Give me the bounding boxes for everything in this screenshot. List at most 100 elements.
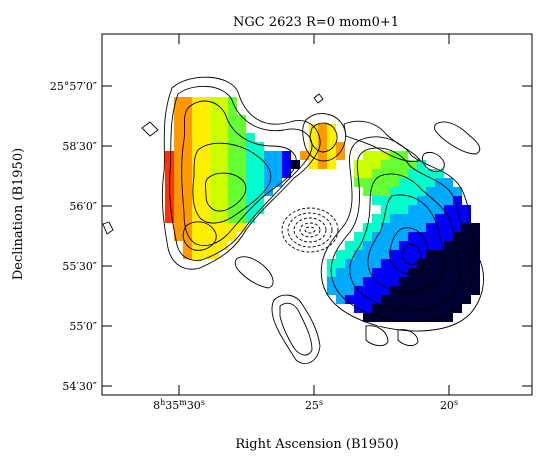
- velocity-pixel: [354, 241, 363, 250]
- velocity-pixel: [345, 241, 354, 250]
- velocity-pixel: [426, 268, 435, 277]
- velocity-pixel: [444, 259, 453, 268]
- velocity-pixel: [426, 178, 435, 187]
- velocity-pixel: [462, 268, 471, 277]
- velocity-pixel: [219, 232, 228, 241]
- velocity-pixel: [174, 232, 183, 241]
- velocity-pixel: [444, 196, 453, 205]
- velocity-pixel: [336, 142, 345, 151]
- velocity-pixel: [381, 232, 390, 241]
- velocity-pixel: [417, 160, 426, 169]
- velocity-pixel: [399, 313, 408, 322]
- velocity-pixel: [237, 133, 246, 142]
- contour-sw-2: [330, 147, 473, 323]
- velocity-pixel: [201, 196, 210, 205]
- velocity-pixel: [453, 187, 462, 196]
- velocity-pixel: [219, 142, 228, 151]
- velocity-pixel: [453, 259, 462, 268]
- velocity-pixel: [228, 169, 237, 178]
- velocity-pixel: [210, 205, 219, 214]
- velocity-pixel: [381, 286, 390, 295]
- y-tick-label: 58′30″: [62, 140, 97, 153]
- velocity-pixel: [444, 250, 453, 259]
- velocity-pixel: [354, 268, 363, 277]
- velocity-pixel: [462, 232, 471, 241]
- velocity-pixel: [336, 250, 345, 259]
- velocity-pixel: [174, 205, 183, 214]
- velocity-pixel: [255, 169, 264, 178]
- velocity-pixel: [345, 286, 354, 295]
- velocity-pixel: [183, 124, 192, 133]
- velocity-pixel: [183, 223, 192, 232]
- velocity-pixel: [390, 196, 399, 205]
- velocity-pixel: [363, 277, 372, 286]
- velocity-pixel: [435, 277, 444, 286]
- velocity-pixel: [417, 268, 426, 277]
- velocity-pixel: [165, 196, 174, 205]
- velocity-pixel: [201, 223, 210, 232]
- velocity-pixel: [237, 178, 246, 187]
- velocity-pixel: [210, 232, 219, 241]
- velocity-pixel: [228, 106, 237, 115]
- velocity-pixel: [345, 277, 354, 286]
- velocity-pixel: [453, 286, 462, 295]
- velocity-pixel: [201, 250, 210, 259]
- velocity-pixel: [219, 178, 228, 187]
- velocity-pixel: [435, 232, 444, 241]
- velocity-pixel: [309, 160, 318, 169]
- velocity-pixel: [372, 268, 381, 277]
- contour-blob-south-c: [365, 325, 389, 347]
- velocity-pixel: [390, 169, 399, 178]
- velocity-pixel: [183, 142, 192, 151]
- velocity-pixel: [462, 241, 471, 250]
- velocity-pixel: [363, 169, 372, 178]
- velocity-pixel: [255, 142, 264, 151]
- velocity-pixel: [174, 178, 183, 187]
- velocity-pixel: [372, 295, 381, 304]
- velocity-pixel: [255, 187, 264, 196]
- velocity-pixel: [192, 223, 201, 232]
- velocity-pixel: [381, 151, 390, 160]
- contour-blob-west: [141, 121, 159, 137]
- velocity-pixel: [210, 214, 219, 223]
- velocity-pixel: [408, 286, 417, 295]
- velocity-pixel: [408, 169, 417, 178]
- velocity-pixel: [300, 151, 309, 160]
- intensity-contour-layer: [102, 76, 484, 364]
- velocity-pixel: [408, 277, 417, 286]
- velocity-pixel: [246, 178, 255, 187]
- velocity-pixel: [426, 232, 435, 241]
- velocity-pixel: [399, 304, 408, 313]
- velocity-pixel: [318, 151, 327, 160]
- velocity-pixel: [435, 214, 444, 223]
- velocity-pixel: [309, 151, 318, 160]
- velocity-pixel: [426, 169, 435, 178]
- velocity-pixel: [336, 268, 345, 277]
- velocity-pixel: [237, 187, 246, 196]
- velocity-pixel: [426, 187, 435, 196]
- velocity-pixel: [408, 223, 417, 232]
- contour-ne-outer: [161, 76, 321, 270]
- velocity-pixel: [399, 178, 408, 187]
- y-axis-label: Declination (B1950): [11, 148, 26, 280]
- velocity-pixel: [174, 169, 183, 178]
- velocity-pixel: [399, 241, 408, 250]
- y-tick-labels: 25°57′0″ 58′30″ 56′0″ 55′30″ 55′0″ 54′30…: [50, 80, 97, 393]
- velocity-pixel: [228, 151, 237, 160]
- velocity-pixel: [228, 205, 237, 214]
- velocity-pixel: [237, 115, 246, 124]
- velocity-pixel: [246, 214, 255, 223]
- velocity-pixel: [390, 259, 399, 268]
- velocity-pixel: [237, 196, 246, 205]
- velocity-pixel: [363, 268, 372, 277]
- velocity-pixel: [363, 232, 372, 241]
- velocity-pixel: [363, 241, 372, 250]
- x-tick-label-20: 20s: [440, 398, 458, 412]
- velocity-pixel: [201, 133, 210, 142]
- velocity-pixel: [183, 151, 192, 160]
- y-tick-label: 55′0″: [69, 320, 97, 333]
- velocity-pixel: [381, 313, 390, 322]
- velocity-pixel: [381, 277, 390, 286]
- velocity-pixel: [219, 133, 228, 142]
